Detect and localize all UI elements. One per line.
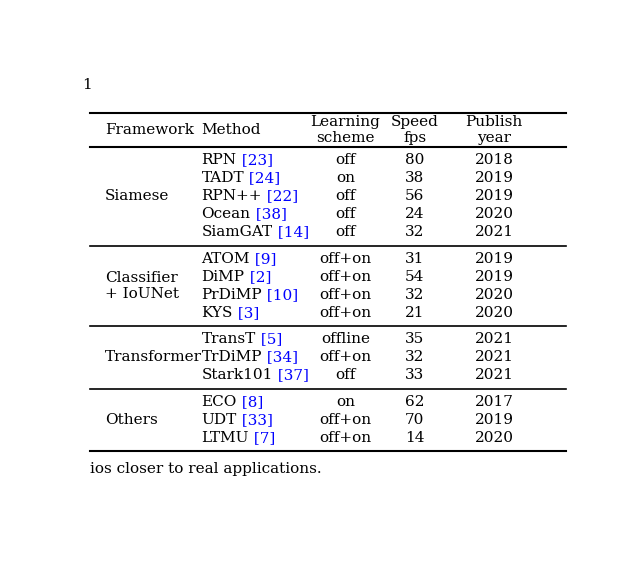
Text: [23]: [23] <box>237 153 273 167</box>
Text: 38: 38 <box>405 171 424 185</box>
Text: on: on <box>336 171 355 185</box>
Text: off+on: off+on <box>319 270 371 284</box>
Text: 70: 70 <box>405 413 424 427</box>
Text: 33: 33 <box>405 368 424 382</box>
Text: off+on: off+on <box>319 306 371 320</box>
Text: 54: 54 <box>405 270 424 284</box>
Text: TADT: TADT <box>202 171 244 185</box>
Text: Siamese: Siamese <box>105 189 169 203</box>
Text: [2]: [2] <box>244 270 271 284</box>
Text: 2019: 2019 <box>475 270 514 284</box>
Text: off: off <box>335 368 356 382</box>
Text: Method: Method <box>202 123 261 137</box>
Text: [7]: [7] <box>249 431 275 445</box>
Text: ios closer to real applications.: ios closer to real applications. <box>90 462 321 476</box>
Text: off: off <box>335 153 356 167</box>
Text: offline: offline <box>321 333 370 346</box>
Text: Learning
scheme: Learning scheme <box>310 115 380 145</box>
Text: 2021: 2021 <box>475 351 514 364</box>
Text: SiamGAT: SiamGAT <box>202 225 273 239</box>
Text: LTMU: LTMU <box>202 431 249 445</box>
Text: TransT: TransT <box>202 333 256 346</box>
Text: 1: 1 <box>83 78 92 92</box>
Text: Publish
year: Publish year <box>465 115 523 145</box>
Text: 2019: 2019 <box>475 189 514 203</box>
Text: off: off <box>335 189 356 203</box>
Text: [10]: [10] <box>262 288 298 302</box>
Text: off+on: off+on <box>319 252 371 266</box>
Text: ATOM: ATOM <box>202 252 250 266</box>
Text: 32: 32 <box>405 288 424 302</box>
Text: DiMP: DiMP <box>202 270 244 284</box>
Text: 2020: 2020 <box>475 288 514 302</box>
Text: RPN: RPN <box>202 153 237 167</box>
Text: [8]: [8] <box>237 395 263 409</box>
Text: off: off <box>335 207 356 221</box>
Text: [33]: [33] <box>237 413 273 427</box>
Text: 2021: 2021 <box>475 333 514 346</box>
Text: 56: 56 <box>405 189 424 203</box>
Text: off+on: off+on <box>319 413 371 427</box>
Text: 32: 32 <box>405 351 424 364</box>
Text: [3]: [3] <box>233 306 259 320</box>
Text: PrDiMP: PrDiMP <box>202 288 262 302</box>
Text: KYS: KYS <box>202 306 233 320</box>
Text: [34]: [34] <box>262 351 298 364</box>
Text: 24: 24 <box>405 207 424 221</box>
Text: [9]: [9] <box>250 252 276 266</box>
Text: UDT: UDT <box>202 413 237 427</box>
Text: [14]: [14] <box>273 225 308 239</box>
Text: [37]: [37] <box>273 368 308 382</box>
Text: on: on <box>336 395 355 409</box>
Text: [22]: [22] <box>262 189 298 203</box>
Text: off: off <box>335 225 356 239</box>
Text: [24]: [24] <box>244 171 280 185</box>
Text: Speed
fps: Speed fps <box>391 115 439 145</box>
Text: 31: 31 <box>405 252 424 266</box>
Text: 2018: 2018 <box>475 153 513 167</box>
Text: 2019: 2019 <box>475 171 514 185</box>
Text: 32: 32 <box>405 225 424 239</box>
Text: 2020: 2020 <box>475 306 514 320</box>
Text: Classifier
+ IoUNet: Classifier + IoUNet <box>105 271 179 301</box>
Text: Ocean: Ocean <box>202 207 250 221</box>
Text: [5]: [5] <box>256 333 282 346</box>
Text: Transformer: Transformer <box>105 351 202 364</box>
Text: 35: 35 <box>405 333 424 346</box>
Text: 2017: 2017 <box>475 395 513 409</box>
Text: 80: 80 <box>405 153 424 167</box>
Text: off+on: off+on <box>319 431 371 445</box>
Text: 2019: 2019 <box>475 252 514 266</box>
Text: Framework: Framework <box>105 123 194 137</box>
Text: TrDiMP: TrDiMP <box>202 351 262 364</box>
Text: 21: 21 <box>405 306 424 320</box>
Text: Others: Others <box>105 413 157 427</box>
Text: 14: 14 <box>405 431 424 445</box>
Text: Stark101: Stark101 <box>202 368 273 382</box>
Text: RPN++: RPN++ <box>202 189 262 203</box>
Text: 2020: 2020 <box>475 431 514 445</box>
Text: 2020: 2020 <box>475 207 514 221</box>
Text: off+on: off+on <box>319 288 371 302</box>
Text: ECO: ECO <box>202 395 237 409</box>
Text: 2021: 2021 <box>475 225 514 239</box>
Text: off+on: off+on <box>319 351 371 364</box>
Text: 2021: 2021 <box>475 368 514 382</box>
Text: [38]: [38] <box>250 207 286 221</box>
Text: 2019: 2019 <box>475 413 514 427</box>
Text: 62: 62 <box>405 395 424 409</box>
